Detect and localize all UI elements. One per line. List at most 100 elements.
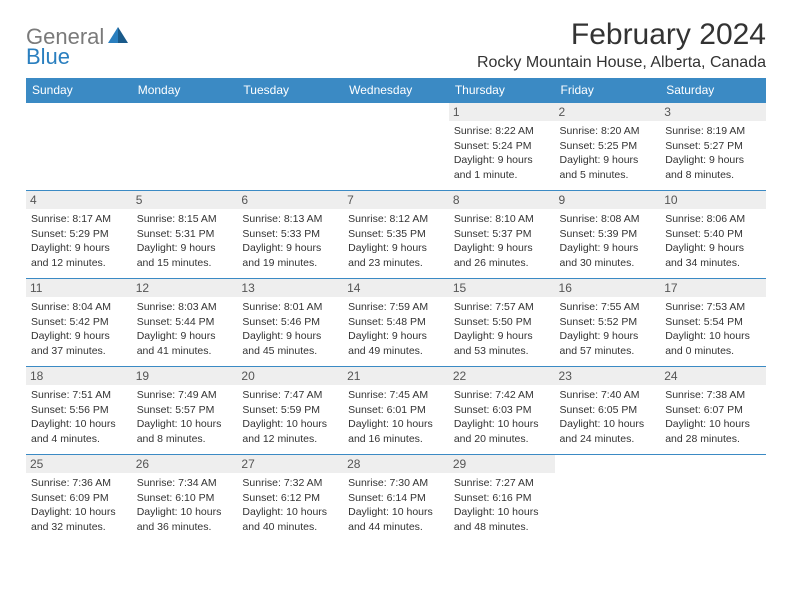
day-info: Sunrise: 8:15 AMSunset: 5:31 PMDaylight:…: [137, 212, 233, 271]
day-sunset: Sunset: 5:37 PM: [454, 227, 550, 242]
week-row: 25Sunrise: 7:36 AMSunset: 6:09 PMDayligh…: [26, 455, 766, 543]
day-sunset: Sunset: 5:27 PM: [665, 139, 761, 154]
day-number: 28: [343, 455, 449, 473]
day-sunrise: Sunrise: 8:03 AM: [137, 300, 233, 315]
day-sunrise: Sunrise: 7:27 AM: [454, 476, 550, 491]
day-dl2: and 1 minute.: [454, 168, 550, 183]
day-info: Sunrise: 7:49 AMSunset: 5:57 PMDaylight:…: [137, 388, 233, 447]
day-dl2: and 30 minutes.: [560, 256, 656, 271]
week-row: 11Sunrise: 8:04 AMSunset: 5:42 PMDayligh…: [26, 279, 766, 367]
day-number: 13: [237, 279, 343, 297]
day-dl1: Daylight: 10 hours: [665, 417, 761, 432]
day-sunset: Sunset: 5:25 PM: [560, 139, 656, 154]
day-sunset: Sunset: 5:59 PM: [242, 403, 338, 418]
day-cell: 18Sunrise: 7:51 AMSunset: 5:56 PMDayligh…: [26, 367, 132, 455]
day-cell: [132, 103, 238, 191]
day-sunrise: Sunrise: 7:42 AM: [454, 388, 550, 403]
day-number: 23: [555, 367, 661, 385]
day-sunrise: Sunrise: 7:55 AM: [560, 300, 656, 315]
day-number: 25: [26, 455, 132, 473]
day-sunset: Sunset: 6:07 PM: [665, 403, 761, 418]
day-info: Sunrise: 7:27 AMSunset: 6:16 PMDaylight:…: [454, 476, 550, 535]
day-cell: 23Sunrise: 7:40 AMSunset: 6:05 PMDayligh…: [555, 367, 661, 455]
day-info: Sunrise: 8:22 AMSunset: 5:24 PMDaylight:…: [454, 124, 550, 183]
day-sunrise: Sunrise: 8:20 AM: [560, 124, 656, 139]
day-info: Sunrise: 7:32 AMSunset: 6:12 PMDaylight:…: [242, 476, 338, 535]
day-cell: 15Sunrise: 7:57 AMSunset: 5:50 PMDayligh…: [449, 279, 555, 367]
header-saturday: Saturday: [660, 78, 766, 103]
location-text: Rocky Mountain House, Alberta, Canada: [477, 54, 766, 72]
day-sunset: Sunset: 6:12 PM: [242, 491, 338, 506]
day-dl1: Daylight: 10 hours: [454, 417, 550, 432]
day-cell: 16Sunrise: 7:55 AMSunset: 5:52 PMDayligh…: [555, 279, 661, 367]
day-info: Sunrise: 7:55 AMSunset: 5:52 PMDaylight:…: [560, 300, 656, 359]
day-cell: [660, 455, 766, 543]
day-dl1: Daylight: 9 hours: [31, 241, 127, 256]
day-sunrise: Sunrise: 7:59 AM: [348, 300, 444, 315]
title-block: February 2024 Rocky Mountain House, Albe…: [477, 18, 766, 72]
day-sunset: Sunset: 6:10 PM: [137, 491, 233, 506]
day-sunrise: Sunrise: 7:53 AM: [665, 300, 761, 315]
day-dl1: Daylight: 9 hours: [348, 329, 444, 344]
day-info: Sunrise: 7:53 AMSunset: 5:54 PMDaylight:…: [665, 300, 761, 359]
day-dl1: Daylight: 9 hours: [137, 241, 233, 256]
day-dl2: and 20 minutes.: [454, 432, 550, 447]
day-sunset: Sunset: 6:01 PM: [348, 403, 444, 418]
day-sunrise: Sunrise: 7:51 AM: [31, 388, 127, 403]
day-sunset: Sunset: 5:44 PM: [137, 315, 233, 330]
day-sunrise: Sunrise: 7:38 AM: [665, 388, 761, 403]
day-sunset: Sunset: 5:48 PM: [348, 315, 444, 330]
day-number: 27: [237, 455, 343, 473]
day-sunset: Sunset: 5:57 PM: [137, 403, 233, 418]
day-number: 12: [132, 279, 238, 297]
day-info: Sunrise: 7:47 AMSunset: 5:59 PMDaylight:…: [242, 388, 338, 447]
calendar-table: Sunday Monday Tuesday Wednesday Thursday…: [26, 78, 766, 543]
day-info: Sunrise: 7:30 AMSunset: 6:14 PMDaylight:…: [348, 476, 444, 535]
header-wednesday: Wednesday: [343, 78, 449, 103]
day-cell: 7Sunrise: 8:12 AMSunset: 5:35 PMDaylight…: [343, 191, 449, 279]
day-cell: 2Sunrise: 8:20 AMSunset: 5:25 PMDaylight…: [555, 103, 661, 191]
day-info: Sunrise: 8:13 AMSunset: 5:33 PMDaylight:…: [242, 212, 338, 271]
day-dl1: Daylight: 9 hours: [560, 153, 656, 168]
day-cell: 8Sunrise: 8:10 AMSunset: 5:37 PMDaylight…: [449, 191, 555, 279]
day-cell: 9Sunrise: 8:08 AMSunset: 5:39 PMDaylight…: [555, 191, 661, 279]
day-dl1: Daylight: 10 hours: [348, 417, 444, 432]
day-cell: 21Sunrise: 7:45 AMSunset: 6:01 PMDayligh…: [343, 367, 449, 455]
day-info: Sunrise: 7:42 AMSunset: 6:03 PMDaylight:…: [454, 388, 550, 447]
day-dl1: Daylight: 9 hours: [665, 241, 761, 256]
day-cell: 26Sunrise: 7:34 AMSunset: 6:10 PMDayligh…: [132, 455, 238, 543]
day-info: Sunrise: 7:34 AMSunset: 6:10 PMDaylight:…: [137, 476, 233, 535]
day-cell: 14Sunrise: 7:59 AMSunset: 5:48 PMDayligh…: [343, 279, 449, 367]
day-sunrise: Sunrise: 8:17 AM: [31, 212, 127, 227]
day-sunrise: Sunrise: 7:34 AM: [137, 476, 233, 491]
day-sunrise: Sunrise: 8:15 AM: [137, 212, 233, 227]
day-number: 18: [26, 367, 132, 385]
day-cell: [237, 103, 343, 191]
day-cell: [26, 103, 132, 191]
day-dl2: and 36 minutes.: [137, 520, 233, 535]
day-sunset: Sunset: 5:42 PM: [31, 315, 127, 330]
header: General February 2024 Rocky Mountain Hou…: [26, 18, 766, 72]
day-dl2: and 53 minutes.: [454, 344, 550, 359]
day-dl2: and 23 minutes.: [348, 256, 444, 271]
day-dl2: and 44 minutes.: [348, 520, 444, 535]
day-info: Sunrise: 8:04 AMSunset: 5:42 PMDaylight:…: [31, 300, 127, 359]
day-info: Sunrise: 8:08 AMSunset: 5:39 PMDaylight:…: [560, 212, 656, 271]
day-dl1: Daylight: 9 hours: [454, 153, 550, 168]
day-number: 3: [660, 103, 766, 121]
day-sunrise: Sunrise: 8:06 AM: [665, 212, 761, 227]
day-dl2: and 8 minutes.: [137, 432, 233, 447]
day-dl2: and 5 minutes.: [560, 168, 656, 183]
day-cell: 4Sunrise: 8:17 AMSunset: 5:29 PMDaylight…: [26, 191, 132, 279]
day-dl2: and 24 minutes.: [560, 432, 656, 447]
day-sunset: Sunset: 5:31 PM: [137, 227, 233, 242]
day-dl2: and 40 minutes.: [242, 520, 338, 535]
day-sunrise: Sunrise: 7:49 AM: [137, 388, 233, 403]
day-info: Sunrise: 8:10 AMSunset: 5:37 PMDaylight:…: [454, 212, 550, 271]
day-sunrise: Sunrise: 8:08 AM: [560, 212, 656, 227]
day-dl2: and 48 minutes.: [454, 520, 550, 535]
day-cell: [555, 455, 661, 543]
day-number: 19: [132, 367, 238, 385]
day-header-row: Sunday Monday Tuesday Wednesday Thursday…: [26, 78, 766, 103]
day-sunrise: Sunrise: 8:12 AM: [348, 212, 444, 227]
